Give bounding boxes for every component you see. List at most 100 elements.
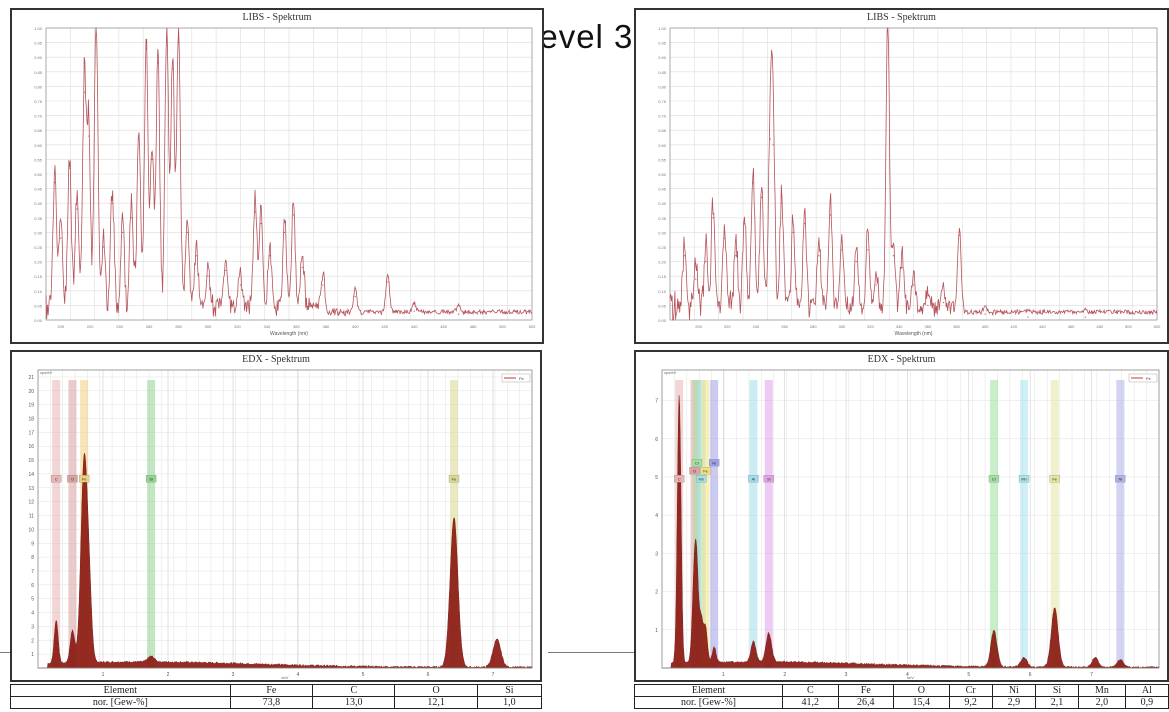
- element-label: C: [678, 476, 681, 481]
- y-tick-label: 0.40: [34, 201, 43, 206]
- x-tick-label: 260: [146, 324, 153, 329]
- legend-label: Fe: [1146, 376, 1151, 381]
- y-tick-label: 10: [28, 527, 34, 533]
- y-tick-label: 20: [28, 389, 34, 395]
- element-label: C: [55, 476, 58, 481]
- data-point: [875, 284, 877, 286]
- element-label: Si: [149, 476, 153, 481]
- y-tick-label: 0.40: [658, 201, 667, 206]
- table-header-row: Element Fe C O Si: [10, 684, 543, 697]
- data-point: [772, 144, 774, 146]
- table-cell: Si: [476, 684, 543, 697]
- data-point: [186, 231, 188, 233]
- table-cell: C: [312, 684, 396, 697]
- data-point: [761, 196, 763, 198]
- data-point: [413, 310, 415, 312]
- x-tick-label: 360: [293, 324, 300, 329]
- x-tick-label: 3: [232, 672, 235, 678]
- y-tick-label: 0.50: [34, 172, 43, 177]
- y-tick-label: 0.65: [658, 128, 667, 133]
- element-label-box: [67, 475, 78, 483]
- y-tick-label: 0.90: [658, 55, 667, 60]
- x-tick-label: 4: [297, 672, 300, 678]
- x-tick-label: 6: [1029, 672, 1032, 678]
- x-axis-label: keV: [282, 675, 289, 680]
- data-point: [151, 158, 153, 160]
- table-cell: 13,0: [312, 696, 396, 709]
- data-point: [892, 255, 895, 257]
- libs-left-chart: 1.00 0.95 0.90 0.85 0.80 0.75 0.70 0.65 0.60 0.55…: [34, 26, 536, 337]
- x-tick-label: 520: [529, 324, 536, 329]
- data-point: [942, 301, 945, 304]
- y-tick-label: 0.05: [658, 303, 667, 308]
- plot-frame: [45, 27, 533, 321]
- y-tick-label: 0.55: [658, 157, 667, 162]
- y-tick-label: 0.95: [34, 41, 43, 46]
- table-cell: 0,9: [1124, 696, 1169, 709]
- spectrum-line: [45, 27, 533, 320]
- x-tick-label: 460: [1068, 324, 1075, 329]
- plot-frame: [37, 369, 533, 669]
- table-row: nor. [Gew-%] 73,8 13,0 12,1 1,0: [10, 696, 543, 709]
- x-axis-label: keV: [907, 675, 914, 680]
- element-label-box: [689, 467, 700, 475]
- x-tick-label: 1: [722, 672, 725, 678]
- y-tick-label: 0.45: [658, 187, 667, 192]
- composition-table-left: Element Fe C O Si nor. [Gew-%] 73,8 13,0…: [10, 684, 543, 709]
- x-tick-label: 400: [352, 324, 359, 329]
- x-tick-label: 200: [57, 324, 64, 329]
- element-band: [710, 380, 719, 668]
- data-point: [743, 223, 746, 225]
- data-point: [88, 135, 90, 137]
- table-row: nor. [Gew-%] 41,2 26,4 15,4 9,2 2,9 2,1 …: [633, 696, 1169, 709]
- y-tick-label: 0.85: [34, 70, 43, 75]
- divider-middle: [548, 652, 634, 653]
- data-point: [95, 27, 97, 29]
- data-point: [818, 255, 820, 257]
- spectrum-area: [662, 395, 1160, 669]
- data-point: [260, 223, 262, 225]
- element-band: [1020, 380, 1029, 668]
- y-tick-label: 1: [31, 652, 34, 658]
- data-point: [283, 231, 286, 233]
- libs-right-title: LIBS - Spektrum: [867, 12, 936, 23]
- y-tick-label: 1.00: [658, 26, 667, 31]
- element-label-box: [763, 475, 774, 483]
- data-point: [54, 182, 56, 184]
- x-tick-label: 440: [411, 324, 418, 329]
- y-tick-label: 7: [31, 569, 34, 575]
- data-point: [102, 246, 105, 248]
- x-tick-label: 520: [1154, 324, 1161, 329]
- x-tick-label: 7: [1090, 672, 1093, 678]
- edx-spectrum-left-panel: EDX - Spektrum 1 2 3 4 5 6 7 8 9 10 11 12 13 14 15 16 17…: [10, 350, 542, 682]
- y-tick-label: 0.30: [34, 230, 43, 235]
- table-cell: 73,8: [229, 696, 314, 709]
- element-band: [701, 380, 710, 668]
- x-tick-label: 220: [724, 324, 731, 329]
- table-cell: Ni: [991, 684, 1036, 697]
- x-tick-label: 320: [234, 324, 241, 329]
- data-point: [769, 138, 771, 140]
- table-cell: O: [893, 684, 950, 697]
- x-tick-label: 340: [264, 324, 271, 329]
- data-point: [792, 231, 794, 233]
- x-tick-label: 5: [362, 672, 365, 678]
- data-point: [457, 313, 459, 315]
- element-label: Cr: [992, 476, 997, 481]
- y-tick-label: 0.00: [34, 318, 43, 323]
- y-tick-label: 16: [28, 444, 34, 450]
- data-point: [984, 313, 986, 315]
- x-tick-label: 2: [167, 672, 170, 678]
- element-label-box: [696, 475, 707, 483]
- y-tick-label: 13: [28, 486, 34, 492]
- x-tick-label: 480: [470, 324, 477, 329]
- libs-spectrum-left-panel: LIBS - Spektrum 1.00 0.95 0.90 0.85 0.80 0.75…: [10, 8, 544, 344]
- y-tick-label: 0.25: [34, 245, 43, 250]
- x-tick-label: 200: [695, 324, 702, 329]
- element-label: Fe: [1052, 476, 1057, 481]
- element-label: Si: [767, 476, 771, 481]
- table-cell: 2,9: [991, 696, 1036, 709]
- table-cell: 15,4: [893, 696, 950, 709]
- data-point: [138, 138, 140, 140]
- y-tick-label: 0.35: [34, 216, 43, 221]
